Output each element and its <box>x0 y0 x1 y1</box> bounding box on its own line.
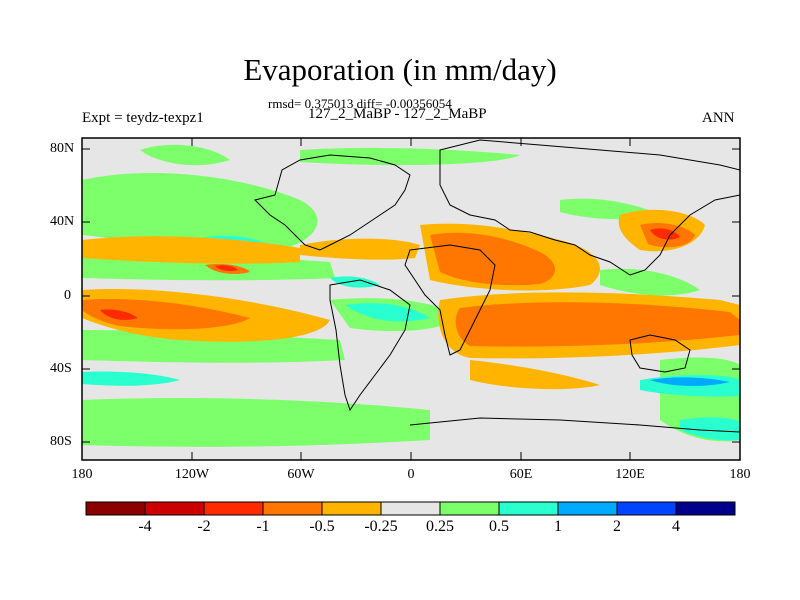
lon-label-0: 0 <box>407 467 415 482</box>
comparison-label: 127_2_MaBP - 127_2_MaBP <box>308 106 487 122</box>
colorbar-label: 0.25 <box>426 518 454 535</box>
colorbar-swatch <box>439 501 500 516</box>
lat-label-40s: 40S <box>50 361 72 376</box>
colorbar-label: 4 <box>672 518 680 535</box>
colorbar-swatch <box>557 501 618 516</box>
stats-line: rmsd= 0.375013 diff= -0.00356054 <box>268 96 452 111</box>
colorbar-label: -0.25 <box>364 518 398 535</box>
colorbar <box>85 501 736 516</box>
colorbar-swatch <box>85 501 146 516</box>
colorbar-label: -1 <box>256 518 270 535</box>
colorbar-label: 2 <box>613 518 621 535</box>
lon-label-120e: 120E <box>615 467 645 482</box>
colorbar-swatch <box>144 501 205 516</box>
lat-label-80n: 80N <box>50 141 75 156</box>
map-title: Evaporation (in mm/day) <box>243 52 557 87</box>
colorbar-label: -2 <box>197 518 211 535</box>
experiment-label: Expt = teydz-texpz1 <box>82 110 204 126</box>
colorbar-swatch <box>675 501 736 516</box>
colorbar-label: -4 <box>138 518 152 535</box>
lon-label-120w: 120W <box>174 467 210 482</box>
lon-label-60e: 60E <box>509 467 533 482</box>
colorbar-label: 1 <box>554 518 562 535</box>
colorbar-swatch <box>498 501 559 516</box>
negative-medium-patches <box>82 223 740 347</box>
lon-label-60w: 60W <box>287 467 315 482</box>
map-field <box>82 138 740 460</box>
colorbar-swatch <box>203 501 264 516</box>
season-label: ANN <box>702 110 735 126</box>
colorbar-swatch <box>380 501 441 516</box>
colorbar-swatch <box>262 501 323 516</box>
positive-large-patches <box>650 377 730 386</box>
lon-ticks <box>81 138 741 460</box>
lat-label-80s: 80S <box>50 434 72 449</box>
colorbar-swatch <box>616 501 677 516</box>
lat-ticks <box>82 148 740 443</box>
negative-large-patches <box>100 228 680 320</box>
continent-outlines <box>254 139 740 433</box>
colorbar-swatch <box>321 501 382 516</box>
colorbar-label: 0.5 <box>489 518 509 535</box>
colorbar-label: -0.5 <box>309 518 335 535</box>
lat-label-40n: 40N <box>50 214 75 229</box>
lon-label-180w: 180 <box>71 467 93 482</box>
lon-label-180e: 180 <box>729 467 751 482</box>
lat-label-0: 0 <box>64 288 71 303</box>
